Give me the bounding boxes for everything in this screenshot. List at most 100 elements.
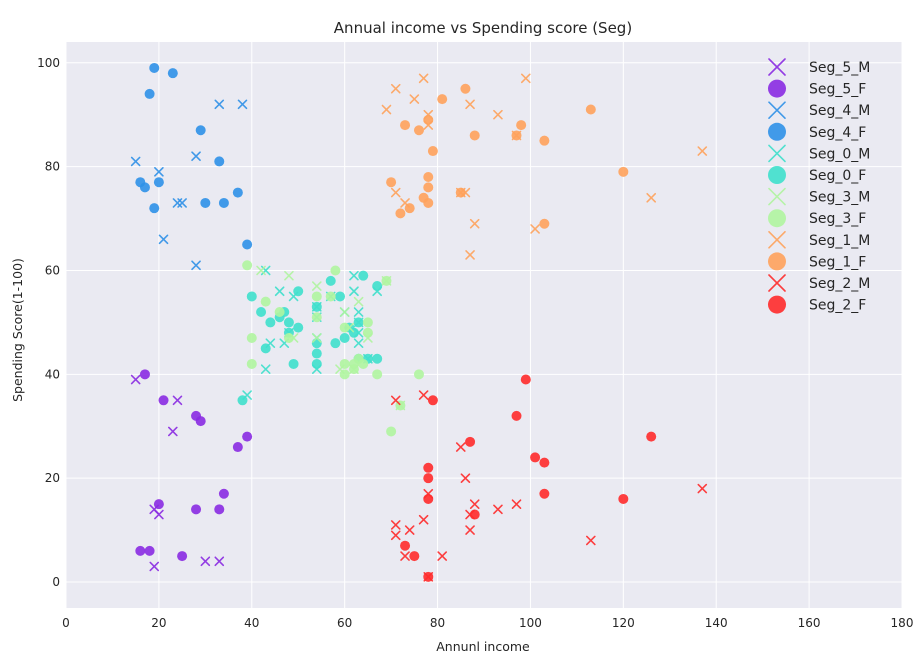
data-point (520, 73, 531, 84)
legend-label: Seg_4_F (809, 125, 866, 141)
data-point (390, 187, 401, 198)
data-point (260, 296, 271, 307)
series-seg-5-f (135, 369, 253, 562)
legend-x-marker (768, 58, 786, 76)
data-point (149, 561, 160, 572)
x-tick-label: 140 (705, 616, 728, 630)
data-points (130, 62, 708, 582)
data-point (218, 488, 229, 499)
data-point (418, 514, 429, 525)
legend-label: Seg_4_M (809, 103, 870, 119)
data-point (139, 182, 150, 193)
data-point (214, 99, 225, 110)
data-point (372, 369, 383, 380)
data-point (260, 343, 271, 354)
data-point (256, 265, 266, 276)
data-point (158, 395, 169, 406)
data-point (218, 197, 229, 208)
data-point (493, 504, 503, 515)
data-point (539, 218, 550, 229)
data-point (465, 436, 476, 447)
legend-label: Seg_5_M (809, 60, 870, 76)
data-point (200, 197, 211, 208)
data-point (423, 182, 434, 193)
data-point (530, 224, 540, 234)
data-point (353, 296, 364, 307)
data-point (372, 353, 383, 364)
data-point (265, 317, 276, 328)
data-point (400, 540, 411, 551)
data-point (646, 192, 657, 203)
data-point (349, 286, 359, 297)
legend-x-marker (768, 231, 786, 249)
data-point (154, 509, 164, 520)
legend: Seg_5_M Seg_5_F Seg_4_M Seg_4_F Seg_0_M Seg_0… (768, 58, 870, 314)
legend-label: Seg_0_F (809, 168, 866, 184)
data-point (330, 338, 341, 349)
data-point (130, 156, 141, 167)
data-point (232, 442, 243, 453)
data-point (191, 260, 201, 271)
data-point (423, 172, 434, 183)
data-point (214, 504, 225, 515)
legend-item: Seg_5_F (768, 79, 866, 98)
legend-x-marker (768, 101, 786, 119)
legend-item: Seg_0_F (768, 166, 866, 184)
y-axis-label: Spending Score(1-100) (10, 258, 25, 402)
data-point (339, 322, 350, 333)
legend-label: Seg_2_F (809, 298, 866, 314)
legend-label: Seg_1_F (809, 254, 866, 270)
data-point (400, 120, 411, 131)
data-point (288, 358, 299, 369)
legend-item: Seg_3_F (768, 209, 866, 228)
data-point (167, 68, 178, 79)
data-point (237, 395, 248, 406)
x-axis-label: Annunl income (436, 639, 530, 654)
data-point (311, 312, 322, 323)
x-tick-label: 160 (798, 616, 821, 630)
data-point (409, 94, 420, 104)
data-point (293, 322, 304, 333)
legend-dot-marker (768, 122, 786, 141)
data-point (423, 493, 434, 504)
data-point (311, 348, 322, 359)
legend-item: Seg_1_F (768, 252, 866, 271)
data-point (153, 499, 164, 510)
series-seg-2-f (400, 374, 657, 582)
data-point (469, 130, 480, 141)
legend-item: Seg_1_M (768, 231, 870, 249)
legend-item: Seg_0_M (768, 144, 870, 162)
data-point (390, 530, 401, 541)
data-point (242, 260, 253, 271)
data-point (586, 535, 596, 546)
x-tick-label: 0 (62, 616, 70, 630)
data-point (511, 130, 522, 141)
data-point (697, 483, 708, 494)
data-point (353, 307, 364, 317)
data-point (381, 275, 392, 286)
data-point (353, 338, 364, 348)
data-point (437, 551, 448, 561)
data-point (260, 364, 271, 374)
data-point (172, 395, 183, 406)
series-seg-4-f (135, 62, 253, 250)
data-point (195, 416, 206, 427)
x-tick-label: 40 (244, 616, 259, 630)
data-point (149, 62, 160, 73)
plot-area (66, 42, 902, 608)
data-point (335, 291, 346, 302)
legend-item: Seg_3_M (768, 187, 870, 206)
data-point (390, 520, 401, 530)
y-tick-label: 20 (45, 471, 60, 485)
data-point (511, 410, 522, 421)
data-point (423, 114, 434, 125)
legend-x-marker (768, 274, 786, 292)
x-tick-label: 100 (519, 616, 542, 630)
data-point (390, 395, 401, 406)
data-point (144, 88, 155, 99)
data-point (195, 125, 206, 136)
data-point (469, 499, 480, 509)
data-point (395, 208, 406, 219)
data-point (274, 286, 285, 297)
data-point (539, 135, 550, 146)
